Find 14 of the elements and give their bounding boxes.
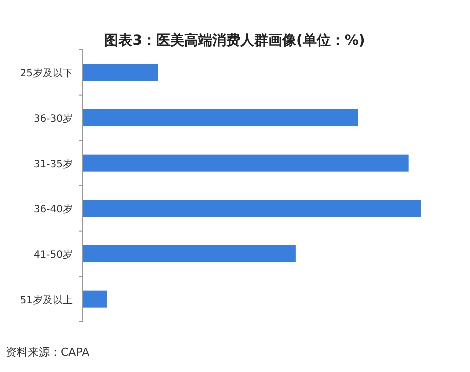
bar	[83, 110, 358, 126]
chart-title: 图表3：医美高端消费人群画像(单位：%)	[104, 32, 366, 49]
bar	[83, 246, 296, 262]
bar	[83, 200, 421, 218]
y-tick-label: 36-30岁	[34, 113, 73, 125]
y-tick-label: 25岁及以下	[20, 68, 73, 80]
bar	[83, 154, 409, 172]
y-tick-label: 31-35岁	[34, 158, 73, 170]
y-tick-label: 51岁及以上	[20, 294, 73, 306]
text: 资料来源：CAPA	[6, 346, 90, 359]
y-tick-label: 41-50岁	[34, 249, 73, 261]
bar	[83, 290, 107, 308]
y-tick-label: 36-40岁	[34, 204, 73, 216]
bar	[83, 64, 158, 82]
